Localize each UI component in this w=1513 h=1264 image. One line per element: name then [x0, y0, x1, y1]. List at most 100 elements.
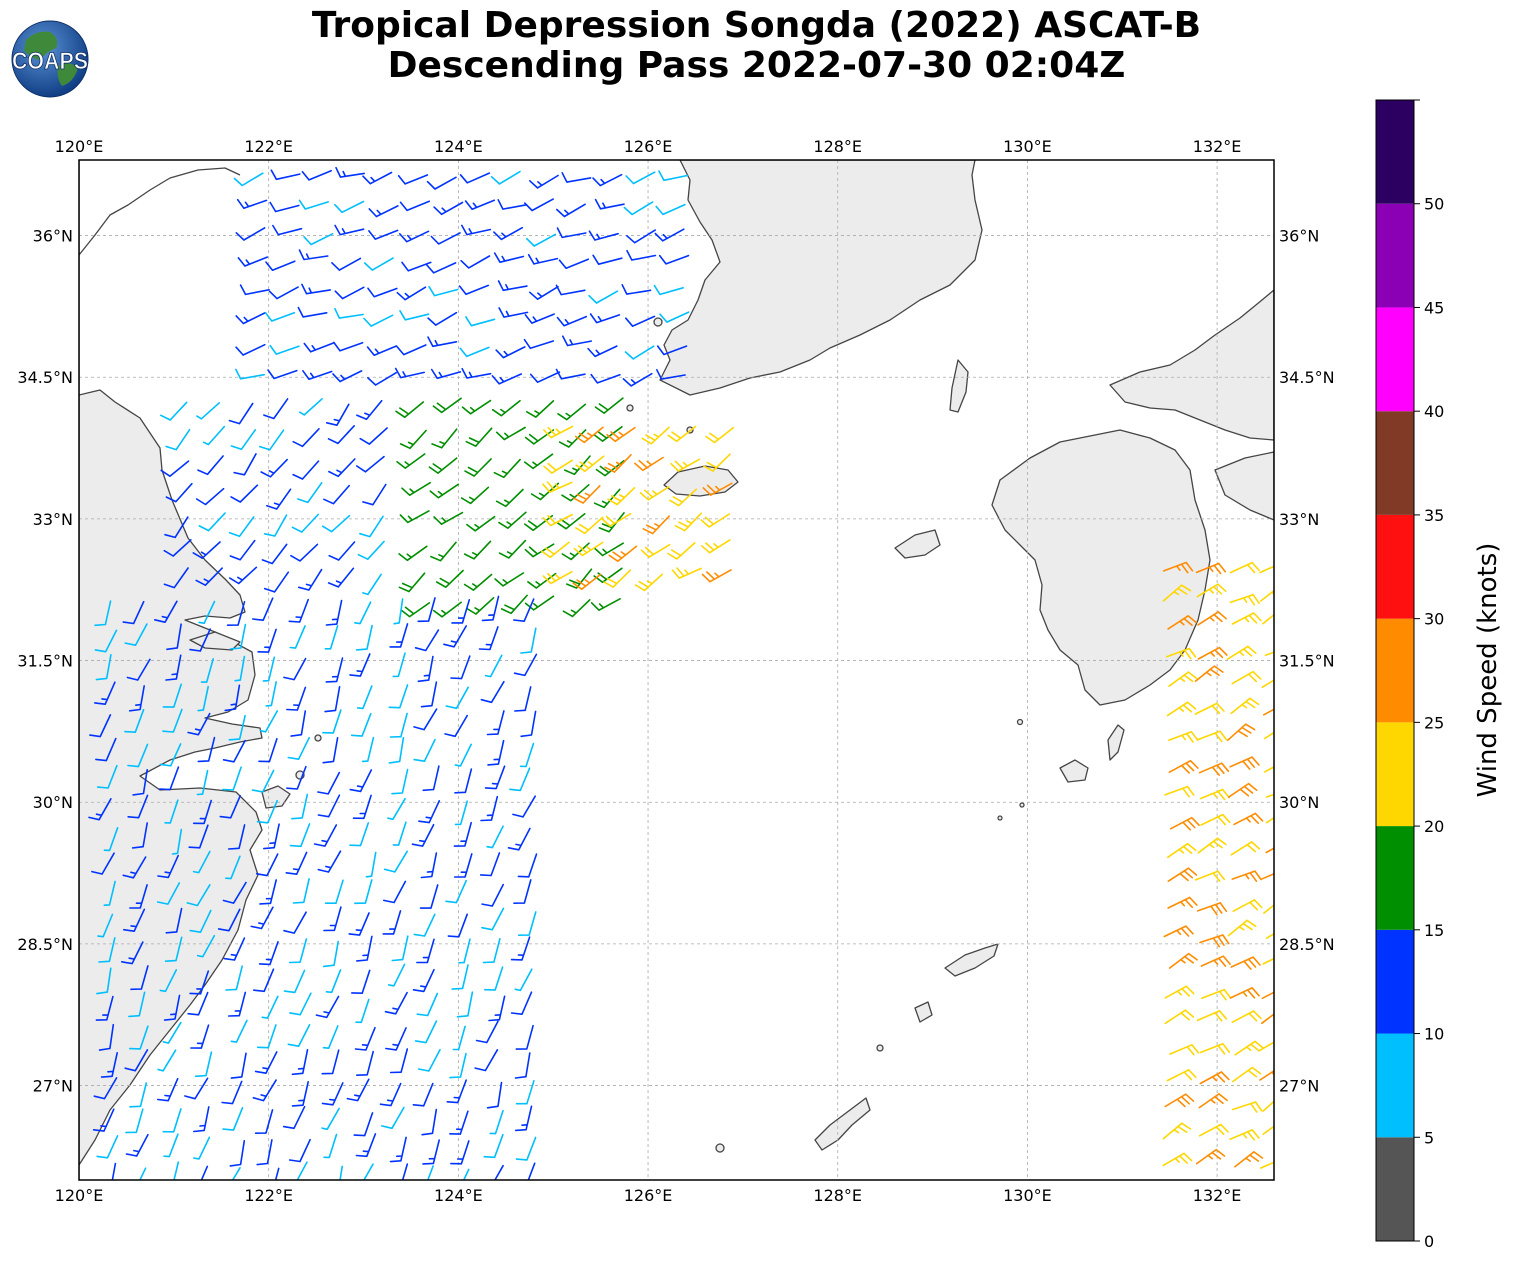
- wind-barb: [489, 1110, 504, 1135]
- wind-barb: [1262, 1100, 1274, 1112]
- lat-ticks-left: 27°N 28.5°N 30°N 31.5°N 33°N 34.5°N 36°N: [17, 227, 73, 1096]
- wind-barb: [595, 460, 625, 477]
- wind-barb: [164, 936, 183, 962]
- wind-barb: [197, 685, 209, 712]
- wind-barb: [269, 201, 300, 213]
- wind-barb: [325, 657, 344, 683]
- wind-barb: [124, 1049, 149, 1072]
- wind-barb: [433, 511, 464, 525]
- wind-barb: [398, 572, 426, 593]
- wind-barb: [96, 1135, 119, 1159]
- wind-barb: [165, 907, 183, 934]
- wind-barb: [346, 1078, 370, 1102]
- wind-barb: [259, 710, 279, 733]
- wind-barb: [426, 176, 457, 190]
- wind-barb: [397, 174, 429, 185]
- wind-barb: [575, 516, 604, 535]
- wind-barb: [1168, 671, 1198, 687]
- wind-barb: [514, 686, 532, 712]
- wind-barb: [229, 539, 256, 561]
- wind-barb: [359, 515, 384, 538]
- wind-barb: [523, 198, 554, 212]
- wind-barb: [543, 425, 574, 439]
- wind-barb: [383, 850, 408, 873]
- wind-barb: [229, 566, 258, 585]
- wind-barb: [430, 232, 461, 245]
- wind-barb: [603, 569, 632, 588]
- wind-barb: [658, 254, 690, 265]
- wind-barb: [557, 403, 587, 421]
- wind-barb: [1259, 1069, 1274, 1081]
- wind-barb: [317, 794, 341, 818]
- wind-barb: [1230, 841, 1261, 856]
- wind-barb: [292, 428, 320, 448]
- wind-barb: [1166, 1069, 1197, 1082]
- wind-barb: [327, 425, 355, 445]
- wind-barb: [327, 567, 355, 588]
- wind-barb: [367, 287, 398, 298]
- wind-barb: [541, 541, 570, 558]
- wind-barb: [263, 571, 290, 593]
- wind-barb: [1167, 615, 1197, 630]
- wind-barb: [222, 739, 246, 763]
- wind-barb: [462, 1168, 470, 1180]
- wind-barb: [640, 543, 671, 558]
- wind-barb: [428, 285, 459, 297]
- colorbar-bin: [1376, 618, 1414, 723]
- wind-barb: [498, 307, 529, 318]
- wind-barb: [460, 255, 491, 269]
- wind-barb: [1164, 1009, 1195, 1025]
- wind-barb: [354, 879, 373, 905]
- wind-barb: [514, 968, 533, 992]
- wind-barb: [196, 934, 216, 958]
- wind-barb: [262, 656, 276, 682]
- wind-barb: [463, 540, 492, 560]
- lat-tick-label-left: 28.5°N: [17, 935, 73, 954]
- wind-barb: [497, 280, 528, 292]
- wind-barb: [266, 488, 292, 510]
- wind-barb: [103, 880, 116, 906]
- wind-barb: [122, 856, 147, 879]
- wind-barb: [1162, 1152, 1193, 1167]
- wind-barb: [527, 572, 557, 589]
- wind-barb: [1229, 1129, 1260, 1141]
- wind-barb: [288, 1138, 311, 1163]
- wind-barb: [654, 228, 685, 242]
- wind-barb: [413, 708, 438, 731]
- wind-barb: [365, 851, 377, 878]
- wind-barb: [621, 284, 652, 295]
- wind-barb: [237, 256, 268, 267]
- logo-text: COAPS: [12, 48, 88, 75]
- wind-barb: [524, 453, 554, 470]
- wind-barb: [1231, 870, 1262, 882]
- wind-barb: [127, 794, 149, 819]
- wind-barb: [479, 852, 501, 877]
- wind-barb: [395, 401, 425, 418]
- wind-barb: [512, 795, 536, 818]
- wind-barb: [656, 369, 686, 380]
- wind-barb: [289, 992, 312, 1016]
- wind-barb: [96, 764, 118, 789]
- wind-barb: [235, 312, 266, 325]
- wind-barb: [411, 823, 435, 847]
- wind-barb: [607, 487, 636, 506]
- wind-barb: [156, 882, 181, 905]
- wind-barb: [234, 655, 246, 682]
- wind-barb: [670, 458, 701, 472]
- wind-barb: [461, 399, 492, 415]
- wind-barb: [427, 336, 458, 348]
- colorbar-ticks: 0 5 10 15 20 25 30 35 40 45 50: [1414, 99, 1444, 1251]
- wind-barb: [562, 599, 591, 618]
- lon-ticks-bottom: 120°E 122°E 124°E 126°E 128°E 130°E 132°E: [55, 1186, 1242, 1205]
- wind-barb: [317, 850, 342, 873]
- wind-barb: [322, 737, 339, 764]
- wind-barb: [222, 766, 242, 791]
- wind-barb: [261, 995, 279, 1019]
- title-line-1: Tropical Depression Songda (2022) ASCAT-…: [311, 5, 1202, 46]
- wind-barb: [495, 346, 526, 359]
- wind-barb: [623, 201, 654, 216]
- wind-barb: [524, 514, 554, 532]
- wind-barb: [265, 260, 296, 271]
- wind-barb: [258, 738, 278, 763]
- wind-barb: [350, 712, 372, 737]
